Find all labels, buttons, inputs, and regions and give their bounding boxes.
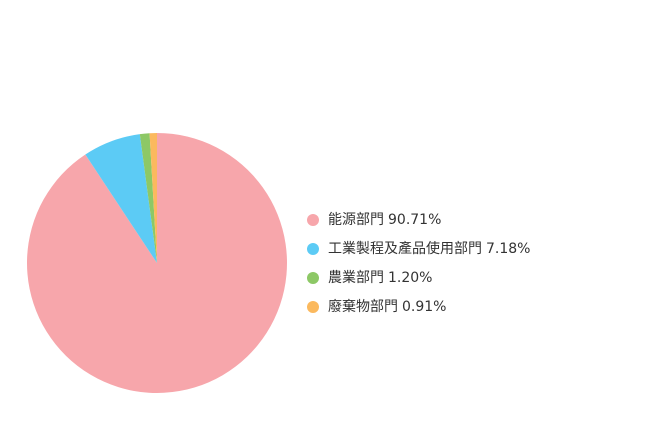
legend-value: 1.20% (388, 270, 432, 286)
legend-marker (307, 301, 319, 313)
pie-slice (139, 133, 157, 263)
legend-marker (307, 214, 319, 226)
legend-name: 農業部門 (328, 270, 384, 286)
legend-value: 90.71% (388, 212, 441, 228)
legend-label: 廢棄物部門 0.91% (328, 298, 446, 315)
legend-marker (307, 243, 319, 255)
pie-slice (85, 134, 157, 263)
legend-name: 廢棄物部門 (328, 298, 398, 315)
legend-name: 能源部門 (328, 212, 384, 228)
legend-label: 能源部門 90.71% (328, 212, 441, 228)
legend-value: 0.91% (402, 299, 446, 315)
legend-label: 農業部門 1.20% (328, 270, 432, 286)
legend-value: 7.18% (486, 241, 530, 257)
legend-label: 工業製程及產品使用部門 7.18% (328, 240, 530, 257)
legend-marker (307, 272, 319, 284)
pie-slice (149, 133, 157, 263)
legend-name: 工業製程及產品使用部門 (328, 240, 482, 257)
